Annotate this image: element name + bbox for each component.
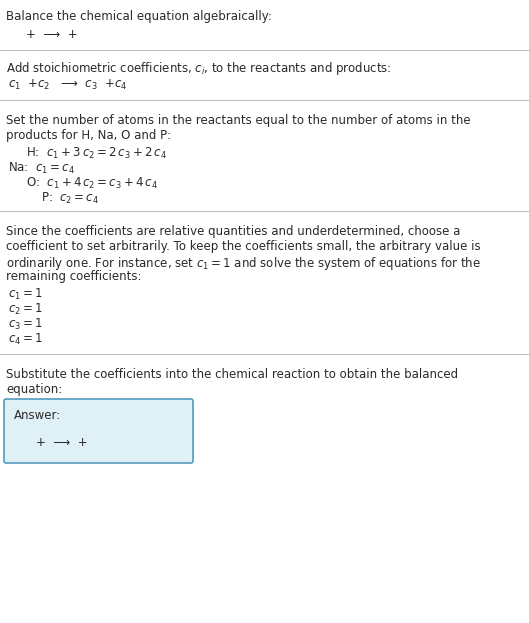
Text: ordinarily one. For instance, set $c_1 = 1$ and solve the system of equations fo: ordinarily one. For instance, set $c_1 =… [6,255,481,272]
Text: H:  $c_1 + 3\,c_2 = 2\,c_3 + 2\,c_4$: H: $c_1 + 3\,c_2 = 2\,c_3 + 2\,c_4$ [26,146,167,161]
Text: P:  $c_2 = c_4$: P: $c_2 = c_4$ [41,191,99,206]
Text: O:  $c_1 + 4\,c_2 = c_3 + 4\,c_4$: O: $c_1 + 4\,c_2 = c_3 + 4\,c_4$ [26,176,158,191]
Text: +  ⟶  +: + ⟶ + [36,436,88,449]
Text: products for H, Na, O and P:: products for H, Na, O and P: [6,129,171,142]
Text: $c_2 = 1$: $c_2 = 1$ [8,302,43,317]
Text: Add stoichiometric coefficients, $c_i$, to the reactants and products:: Add stoichiometric coefficients, $c_i$, … [6,60,391,77]
Text: equation:: equation: [6,383,62,396]
Text: Na:  $c_1 = c_4$: Na: $c_1 = c_4$ [8,161,75,176]
Text: $c_1 = 1$: $c_1 = 1$ [8,287,43,302]
Text: +  ⟶  +: + ⟶ + [26,28,78,41]
Text: Balance the chemical equation algebraically:: Balance the chemical equation algebraica… [6,10,272,23]
Text: remaining coefficients:: remaining coefficients: [6,270,141,283]
Text: Substitute the coefficients into the chemical reaction to obtain the balanced: Substitute the coefficients into the che… [6,368,458,381]
FancyBboxPatch shape [4,399,193,463]
Text: $c_1$  +$c_2$   ⟶  $c_3$  +$c_4$: $c_1$ +$c_2$ ⟶ $c_3$ +$c_4$ [8,78,127,92]
Text: Set the number of atoms in the reactants equal to the number of atoms in the: Set the number of atoms in the reactants… [6,114,471,127]
Text: $c_3 = 1$: $c_3 = 1$ [8,317,43,332]
Text: Since the coefficients are relative quantities and underdetermined, choose a: Since the coefficients are relative quan… [6,225,460,238]
Text: coefficient to set arbitrarily. To keep the coefficients small, the arbitrary va: coefficient to set arbitrarily. To keep … [6,240,481,253]
Text: Answer:: Answer: [14,409,61,422]
Text: $c_4 = 1$: $c_4 = 1$ [8,332,43,347]
